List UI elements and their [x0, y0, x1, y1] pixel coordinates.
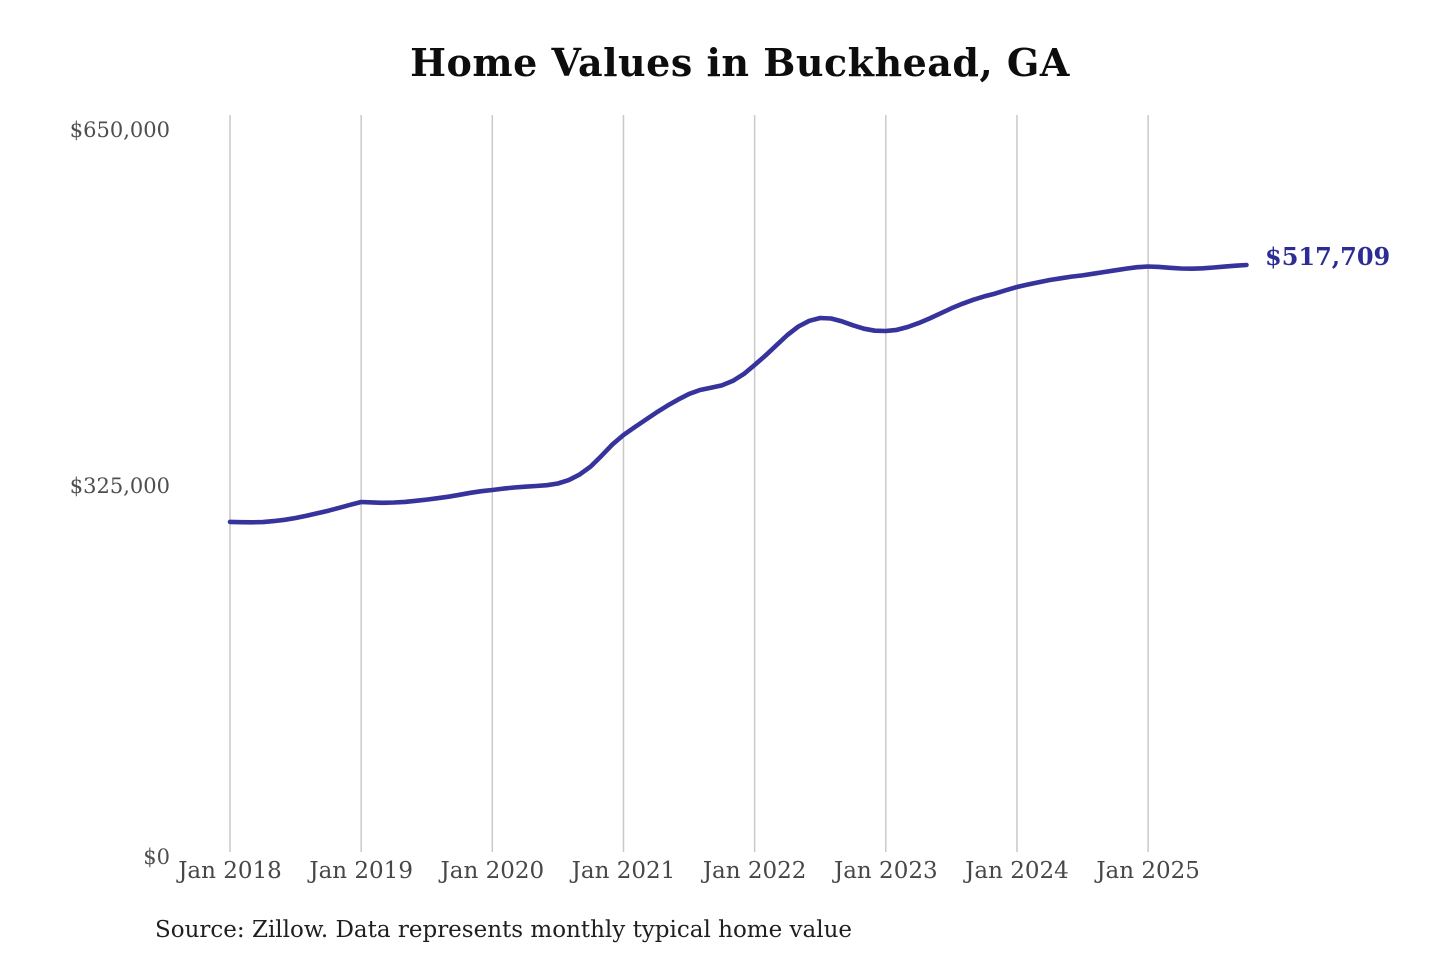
y-tick-label: $650,000 [69, 118, 170, 142]
x-tick-label: Jan 2022 [702, 858, 807, 884]
x-tick-label: Jan 2024 [965, 858, 1069, 884]
x-tick-label: Jan 2018 [178, 858, 282, 884]
home-value-line-series [227, 262, 1249, 525]
y-tick-label: $325,000 [69, 474, 170, 498]
chart-title: Home Values in Buckhead, GA [410, 40, 1070, 85]
x-tick-label: Jan 2023 [834, 858, 938, 884]
latest-value-label: $517,709 [1265, 242, 1391, 271]
y-tick-label: $0 [143, 845, 170, 869]
source-note: Source: Zillow. Data represents monthly … [155, 917, 853, 943]
x-tick-label: Jan 2019 [309, 858, 413, 884]
x-tick-label: Jan 2021 [571, 858, 676, 884]
x-tick-label: Jan 2025 [1096, 858, 1200, 884]
x-tick-label: Jan 2020 [440, 858, 545, 884]
